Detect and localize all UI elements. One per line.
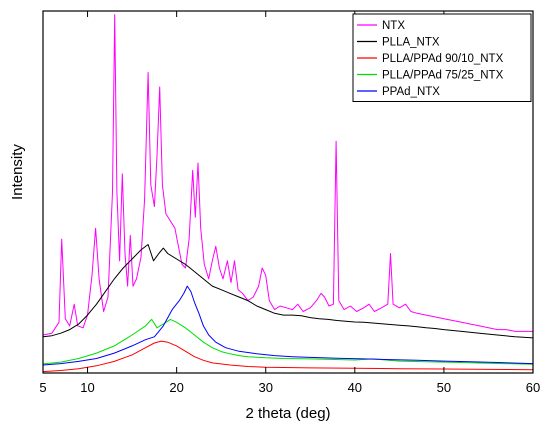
legend-label-ntx: NTX (382, 20, 405, 32)
legend-box (352, 13, 532, 102)
series-line-plla-ntx (42, 244, 534, 339)
x-axis-label: 2 theta (deg) (245, 405, 330, 422)
y-axis-label: Intensity (9, 144, 26, 200)
x-tick-label: 60 (526, 380, 540, 395)
x-tick-label: 40 (348, 380, 362, 395)
series-lines (42, 14, 534, 373)
legend: NTX PLLA_NTX PLLA/PPAd 90/10_NTX PLLA/PPAd … (352, 13, 532, 102)
plot-frame (42, 10, 534, 374)
series-line-ntx (42, 14, 533, 336)
legend-label-plla-ppad-90-10-ntx: PLLA/PPAd 90/10_NTX (382, 53, 504, 65)
series-line-ppad-ntx (42, 285, 534, 366)
x-tick-label: 20 (169, 380, 183, 395)
x-tick-label: 50 (437, 380, 451, 395)
legend-label-plla-ppad-75-25-ntx: PLLA/PPAd 75/25_NTX (382, 70, 504, 82)
series-line-plla-ppad-90-10-ntx (42, 340, 534, 373)
series-line-plla-ppad-75-25-ntx (42, 318, 534, 365)
x-tick-label: 30 (258, 380, 272, 395)
x-tick-label: 10 (80, 380, 94, 395)
legend-label-ppad-ntx: PPAd_NTX (382, 86, 440, 98)
x-tick-label-left: 5 (39, 380, 46, 395)
legend-label-plla-ntx: PLLA_NTX (382, 37, 440, 49)
